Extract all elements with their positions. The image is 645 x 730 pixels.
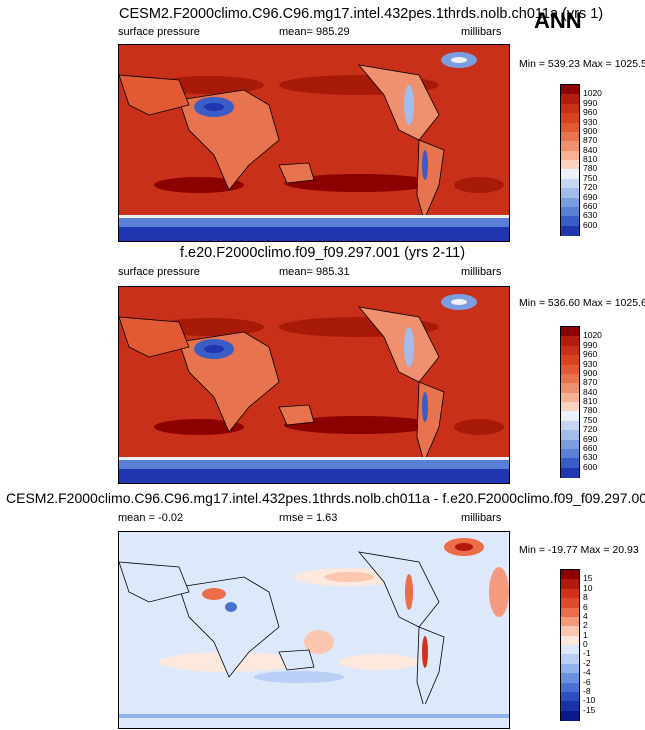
panel3-mean-label: mean = -0.02 [118,512,183,524]
panel1-minmax: Min = 539.23 Max = 1025.59 [519,58,645,70]
panel2-left-label: surface pressure [118,266,200,278]
ocean-field [119,45,509,241]
panel1-mean-label: mean= 985.29 [279,26,350,38]
panel2-minmax: Min = 536.60 Max = 1025.62 [519,297,645,309]
panel1-units-label: millibars [461,26,501,38]
panel3-colorbar [560,569,580,721]
panel1-colorbar [560,84,580,236]
panel3-units-label: millibars [461,512,501,524]
panel3-title: CESM2.F2000climo.C96.C96.mg17.intel.432p… [6,490,645,506]
difference-background [119,532,509,728]
panel3-map [118,531,510,729]
panel1-left-label: surface pressure [118,26,200,38]
colorbar-swatch [561,468,579,478]
colorbar-swatch [561,711,579,721]
colorbar-swatch [561,226,579,236]
panel2-mean-label: mean= 985.31 [279,266,350,278]
panel1-map [118,44,510,242]
panel2-units-label: millibars [461,266,501,278]
colorbar-tick-label: -15 [583,705,595,715]
panel3-minmax: Min = -19.77 Max = 20.93 [519,544,639,556]
panel2-title: f.e20.F2000climo.f09_f09.297.001 (yrs 2-… [180,245,465,261]
colorbar-tick-label: 600 [583,462,597,472]
panel3-rmse-label: rmse = 1.63 [279,512,337,524]
panel2-map [118,286,510,484]
panel2-colorbar [560,326,580,478]
panel1-title: CESM2.F2000climo.C96.C96.mg17.intel.432p… [119,6,603,22]
colorbar-tick-label: 600 [583,220,597,230]
